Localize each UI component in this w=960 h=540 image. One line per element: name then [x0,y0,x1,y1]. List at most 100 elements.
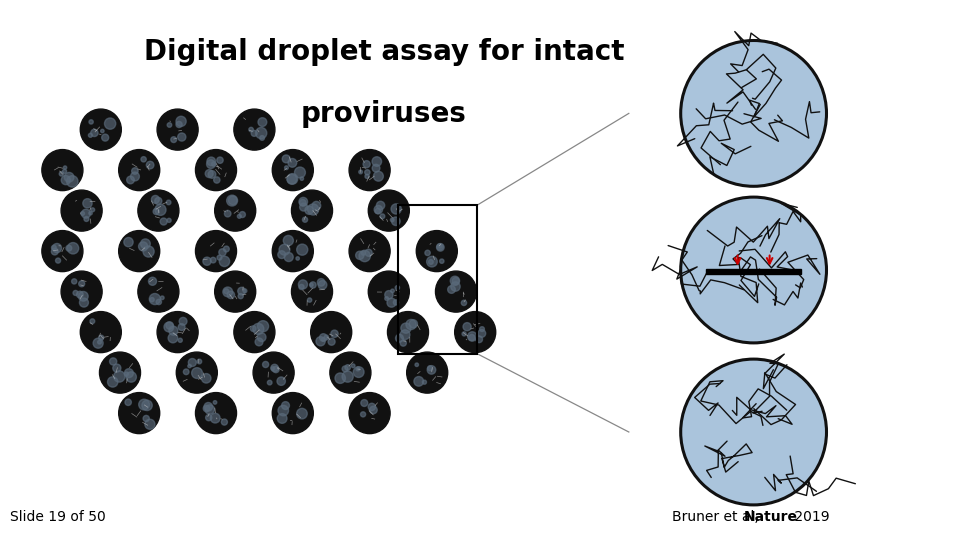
Ellipse shape [468,334,475,341]
Ellipse shape [330,352,371,393]
Ellipse shape [436,271,476,312]
Ellipse shape [415,363,419,367]
Ellipse shape [331,330,338,338]
Ellipse shape [89,120,93,124]
Ellipse shape [305,206,313,214]
Ellipse shape [447,286,455,293]
Ellipse shape [277,377,285,386]
Ellipse shape [307,204,319,215]
Ellipse shape [42,150,83,191]
Ellipse shape [307,298,312,302]
Ellipse shape [480,327,485,332]
Ellipse shape [462,300,467,306]
Ellipse shape [312,201,321,210]
Ellipse shape [273,393,313,434]
Ellipse shape [196,150,236,191]
Ellipse shape [211,162,216,166]
Ellipse shape [297,408,307,419]
Ellipse shape [102,134,108,141]
Ellipse shape [227,195,237,206]
Ellipse shape [219,256,229,267]
Ellipse shape [273,150,313,191]
Text: Digital droplet assay for intact: Digital droplet assay for intact [144,38,624,66]
Ellipse shape [401,323,411,333]
Ellipse shape [105,118,116,129]
Ellipse shape [463,322,471,331]
Ellipse shape [372,157,381,166]
Ellipse shape [387,298,396,307]
Ellipse shape [318,279,324,286]
Ellipse shape [356,367,360,371]
Ellipse shape [143,415,150,422]
Ellipse shape [409,320,418,328]
Ellipse shape [84,217,89,221]
Ellipse shape [124,238,133,247]
Ellipse shape [42,231,83,272]
Ellipse shape [425,250,430,255]
Ellipse shape [406,320,416,329]
Ellipse shape [155,204,166,215]
Ellipse shape [437,244,444,251]
Ellipse shape [51,248,59,255]
Ellipse shape [99,335,104,340]
Ellipse shape [179,323,185,330]
Ellipse shape [81,312,121,353]
Ellipse shape [427,366,432,371]
Ellipse shape [167,123,172,127]
Ellipse shape [257,321,269,332]
Ellipse shape [176,116,186,126]
Ellipse shape [169,326,178,335]
Text: Nature: Nature [744,510,798,524]
Ellipse shape [322,338,325,341]
Ellipse shape [292,271,332,312]
Ellipse shape [392,217,400,226]
Ellipse shape [234,312,275,353]
Ellipse shape [108,377,118,387]
Ellipse shape [150,298,155,302]
Ellipse shape [64,172,74,182]
Ellipse shape [56,258,60,263]
Ellipse shape [171,137,177,143]
Ellipse shape [214,177,220,183]
Ellipse shape [166,322,174,329]
Ellipse shape [210,413,220,423]
Ellipse shape [157,312,198,353]
Ellipse shape [239,212,246,218]
Ellipse shape [296,256,300,260]
Ellipse shape [79,281,84,287]
Ellipse shape [359,170,363,174]
Ellipse shape [391,204,401,214]
Ellipse shape [164,322,174,332]
Ellipse shape [143,246,155,257]
Ellipse shape [208,171,216,178]
Ellipse shape [243,289,247,293]
Ellipse shape [385,296,389,300]
Ellipse shape [66,245,72,251]
Ellipse shape [427,366,436,374]
Ellipse shape [125,399,132,406]
Ellipse shape [157,109,198,150]
Ellipse shape [251,326,256,332]
Ellipse shape [400,330,410,340]
Ellipse shape [299,197,307,206]
Ellipse shape [300,199,306,206]
Ellipse shape [288,159,297,167]
Ellipse shape [138,399,150,410]
Ellipse shape [67,242,79,254]
Ellipse shape [255,338,263,346]
Ellipse shape [253,352,294,393]
Ellipse shape [160,218,167,225]
Ellipse shape [349,393,390,434]
Ellipse shape [145,419,155,429]
Ellipse shape [160,296,164,300]
Ellipse shape [359,250,371,262]
Ellipse shape [318,280,326,289]
Ellipse shape [277,414,287,423]
Ellipse shape [197,359,202,364]
Ellipse shape [351,364,355,368]
Ellipse shape [61,271,102,312]
Ellipse shape [52,245,57,250]
Ellipse shape [79,292,88,301]
Ellipse shape [127,176,134,184]
Ellipse shape [205,170,213,178]
